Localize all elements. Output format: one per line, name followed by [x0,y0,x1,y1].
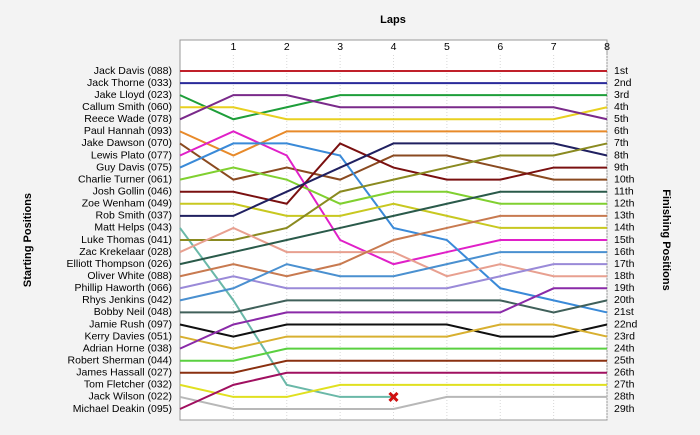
lap-line [180,142,607,205]
legend-label: James Hassall (027) [76,367,172,379]
finishing-position-label: 1st [614,65,628,77]
finishing-position-label: 22nd [614,318,638,330]
legend-label: Jack Davis (088) [94,65,172,77]
retired-marker [388,391,399,402]
legend-label: Kerry Davies (051) [84,330,172,342]
finishing-position-label: 23rd [614,330,635,342]
finishing-position-label: 10th [614,173,635,185]
lap-line [179,142,607,181]
legend-label: Josh Gollin (046) [93,185,172,197]
finishing-position-label: 2nd [614,77,632,89]
legend-label: Jack Thorne (033) [87,77,172,89]
x-tick-label: 4 [391,41,397,53]
lap-line [180,299,608,314]
lap-line [180,359,607,374]
legend-label: Michael Deakin (095) [73,403,172,415]
finishing-position-label: 21st [614,306,634,318]
lap-line [179,395,607,410]
finishing-position-label: 18th [614,270,635,282]
finishing-position-label: 25th [614,354,635,366]
lap-line [180,106,608,121]
lap-line [179,251,607,302]
finishing-position-label: 13th [614,210,635,222]
legend-label: Zoe Wenham (049) [82,198,172,210]
x-tick-label: 2 [284,41,290,53]
finishing-position-label: 19th [614,282,635,294]
finishing-position-label: 17th [614,258,635,270]
legend-label: Rob Smith (037) [96,210,172,222]
legend-label: Bobby Neil (048) [94,306,172,318]
legend-label: Jake Lloyd (023) [94,89,172,101]
lap-line [180,142,608,217]
lap-line [179,94,607,121]
x-tick-label: 1 [230,41,236,53]
finishing-position-label: 28th [614,391,635,403]
finishing-position-label: 11th [614,185,634,197]
legend-label: Jamie Rush (097) [89,318,172,330]
finishing-position-label: 24th [614,342,635,354]
finishing-position-label: 29th [614,403,635,415]
finishing-position-label: 4th [614,101,629,113]
lap-line [179,94,608,121]
legend-label: Phillip Haworth (066) [75,282,172,294]
x-tick-label: 5 [444,41,450,53]
lap-line [179,130,607,266]
chart-title: Laps [380,14,406,26]
legend-label: Paul Hannah (093) [84,125,172,137]
legend-label: Matt Helps (043) [94,222,172,234]
legend-label: Adrian Horne (038) [83,342,172,354]
finishing-position-label: 6th [614,125,629,137]
lap-line [179,371,607,410]
lap-line [179,214,607,278]
legend-label: Charlie Turner (061) [78,173,172,185]
lap-line [179,130,607,157]
finishing-position-label: 3rd [614,89,629,101]
finishing-position-label: 5th [614,113,629,125]
legend-label: Zac Krekelaar (028) [79,246,172,258]
finishing-position-label: 15th [614,234,635,246]
legend-label: Reece Wade (078) [84,113,172,125]
legend-label: Robert Sherman (044) [68,354,172,366]
lap-line [179,190,607,266]
finishing-position-label: 27th [614,379,635,391]
legend-label: Jake Dawson (070) [82,137,172,149]
x-tick-label: 8 [604,41,610,53]
legend-label: Guy Davis (075) [96,161,172,173]
lap-line [179,166,607,205]
lap-line [179,323,608,350]
y-axis-label: Starting Positions [22,193,34,287]
legend-label: Elliott Thompson (026) [67,258,172,270]
legend-label: Rhys Jenkins (042) [82,294,172,306]
y2-axis-label: Finishing Positions [660,189,672,290]
finishing-position-label: 26th [614,367,635,379]
finishing-position-label: 20th [614,294,635,306]
legend-label: Jack Wilson (022) [89,391,172,403]
legend-label: Luke Thomas (041) [81,234,172,246]
lap-line [180,347,607,362]
lap-line [179,226,607,278]
finishing-position-label: 12th [614,198,635,210]
lap-line [179,323,608,338]
lap-line [179,287,607,350]
lap-line [179,383,607,398]
x-tick-label: 7 [551,41,557,53]
finishing-position-label: 14th [614,222,635,234]
x-tick-label: 3 [337,41,343,53]
finishing-position-label: 9th [614,161,629,173]
finishing-position-label: 8th [614,149,629,161]
finishing-position-label: 7th [614,137,629,149]
legend-label: Lewis Plato (077) [91,149,172,161]
legend-label: Callum Smith (060) [82,101,172,113]
legend-label: Oliver White (088) [87,270,172,282]
x-tick-label: 6 [497,41,503,53]
finishing-position-label: 16th [614,246,635,258]
legend-label: Tom Fletcher (032) [84,379,172,391]
lap-line [179,227,394,398]
